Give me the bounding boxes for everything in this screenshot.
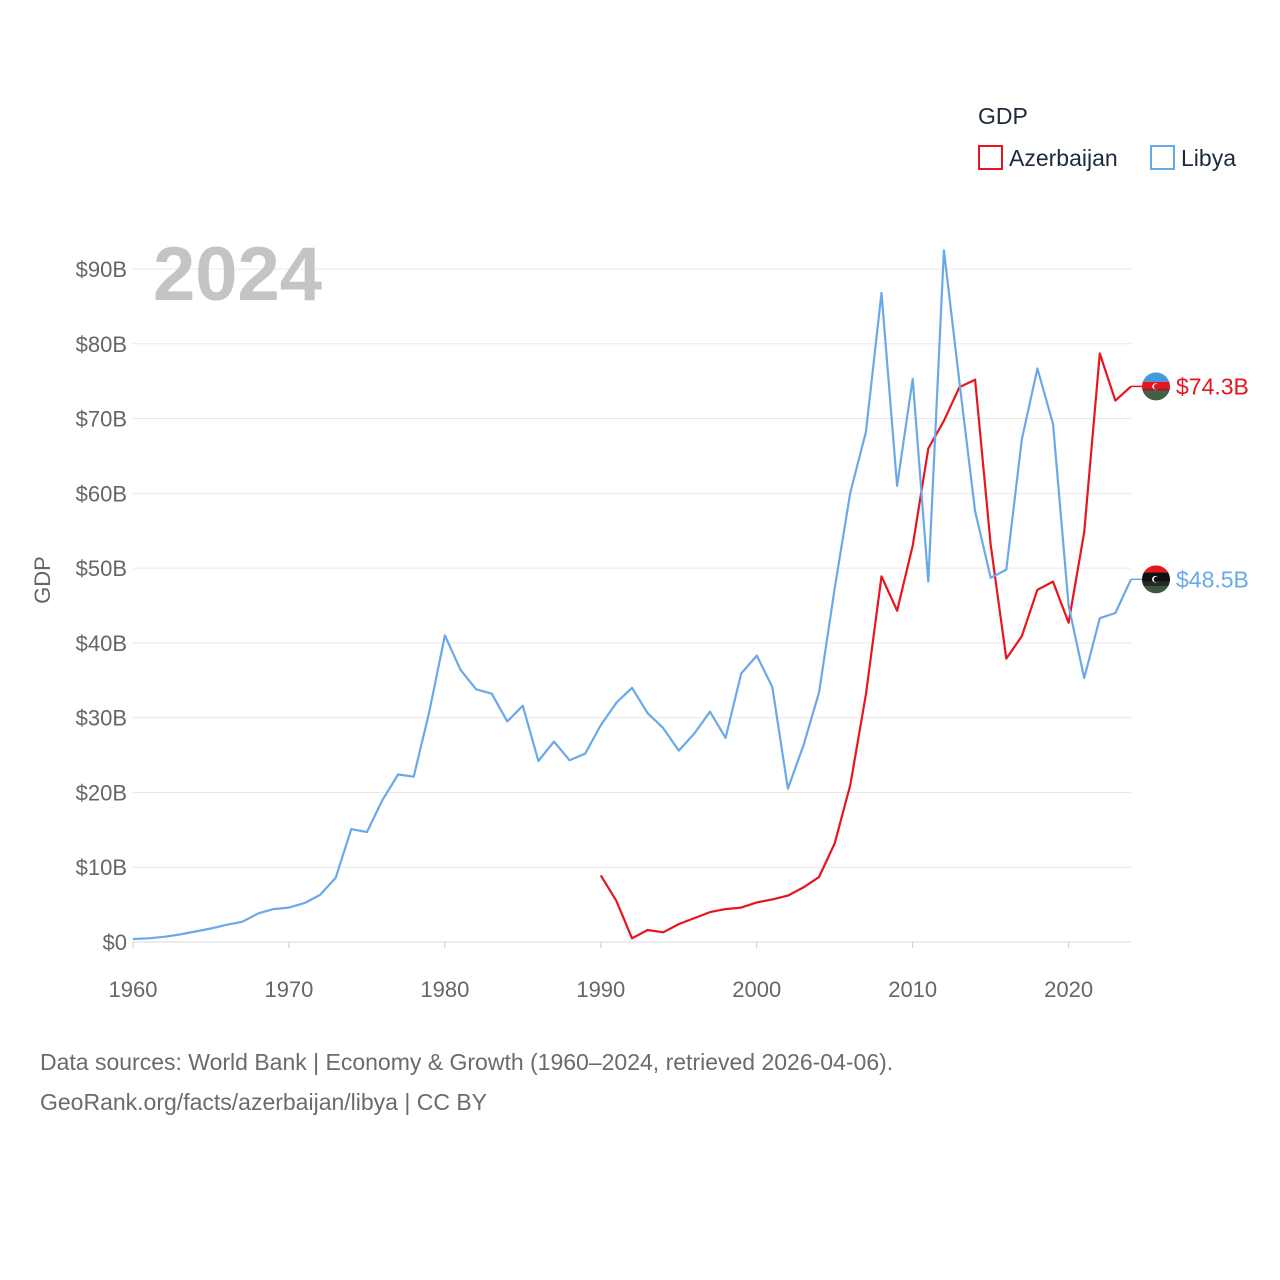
- series-line-libya[interactable]: [132, 249, 1132, 941]
- x-tick-label: 1990: [576, 977, 625, 1002]
- legend-swatch-libya: [1150, 145, 1175, 170]
- legend-label-libya: Libya: [1181, 145, 1236, 171]
- y-tick-label: $10B: [76, 855, 127, 880]
- source-line-1: Data sources: World Bank | Economy & Gro…: [40, 1049, 894, 1075]
- y-tick-label: $90B: [76, 257, 127, 282]
- legend-item-libya[interactable]: Libya: [1150, 145, 1236, 171]
- y-tick-label: $80B: [76, 332, 127, 357]
- legend-swatch-azerbaijan: [978, 145, 1003, 170]
- legend-item-azerbaijan[interactable]: Azerbaijan: [978, 145, 1118, 171]
- y-tick-label: $70B: [76, 407, 127, 432]
- y-tick-label: $50B: [76, 556, 127, 581]
- data-source-note: Data sources: World Bank | Economy & Gro…: [40, 1042, 893, 1122]
- series-line-azerbaijan[interactable]: [599, 352, 1132, 940]
- x-tick-label: 1980: [420, 977, 469, 1002]
- x-tick-label: 2020: [1044, 977, 1093, 1002]
- y-axis: $0 $10B $20B $30B $40B $50B $60B $70B $80B $90B: [76, 257, 127, 955]
- series-end-labels: $74.3B $48.5B: [1131, 372, 1249, 594]
- end-value-label-libya: $48.5B: [1176, 566, 1249, 592]
- azerbaijan-flag-icon: [1142, 372, 1170, 401]
- gridlines: [133, 268, 1131, 943]
- libya-flag-icon: [1142, 565, 1170, 594]
- legend-title: GDP: [978, 103, 1028, 129]
- x-tick-label: 2000: [732, 977, 781, 1002]
- source-line-2: GeoRank.org/facts/azerbaijan/libya | CC …: [40, 1089, 488, 1115]
- end-value-label-azerbaijan: $74.3B: [1176, 373, 1249, 399]
- x-tick-label: 2010: [888, 977, 937, 1002]
- legend: GDP Azerbaijan Libya: [978, 103, 1236, 171]
- x-tick-label: 1960: [109, 977, 158, 1002]
- y-tick-label: $0: [103, 930, 127, 955]
- y-axis-title: GDP: [30, 556, 55, 604]
- y-tick-label: $60B: [76, 481, 127, 506]
- y-tick-label: $30B: [76, 706, 127, 731]
- year-label: 2024: [153, 232, 322, 317]
- series-lines: [132, 249, 1132, 941]
- x-axis: 1960 1970 1980 1990 2000 2010 2020: [109, 942, 1093, 1002]
- y-tick-label: $20B: [76, 780, 127, 805]
- y-tick-label: $40B: [76, 631, 127, 656]
- legend-label-azerbaijan: Azerbaijan: [1009, 145, 1118, 171]
- x-tick-label: 1970: [264, 977, 313, 1002]
